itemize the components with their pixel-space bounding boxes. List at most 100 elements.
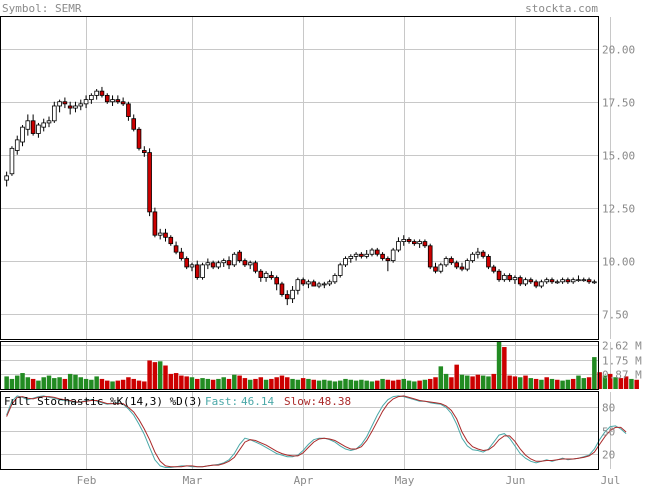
slow-label: Slow: <box>284 395 317 408</box>
price-y-axis: 20.00 17.50 15.00 12.50 10.00 7.50 <box>602 44 635 322</box>
candle-body <box>443 258 449 266</box>
volume-bar <box>269 378 274 389</box>
candle-body <box>126 103 131 117</box>
candle-body <box>269 275 274 278</box>
candle-body <box>496 270 502 281</box>
candle <box>46 116 52 128</box>
candle <box>194 260 200 280</box>
stochastic-panel-frame <box>0 391 599 470</box>
volume-bar <box>163 365 168 389</box>
candle-body <box>253 262 258 272</box>
volume-bar <box>216 378 221 389</box>
slow-value: 48.38 <box>318 395 351 408</box>
volume-bar <box>449 377 454 389</box>
candle <box>374 247 380 257</box>
candle-body <box>422 241 428 247</box>
candle <box>221 258 227 267</box>
volume-bar <box>115 380 121 389</box>
candle <box>110 95 115 106</box>
candle-body <box>502 275 507 281</box>
candle-body <box>242 260 248 266</box>
volume-bar <box>126 377 131 389</box>
candle-body <box>306 281 311 285</box>
volume-bar <box>475 374 481 389</box>
candle-body <box>200 264 205 278</box>
candle <box>232 252 237 267</box>
candle <box>549 277 555 284</box>
candle-body <box>586 279 592 283</box>
candle <box>454 260 459 270</box>
volume-bar <box>57 377 62 389</box>
candle <box>274 275 279 291</box>
candle-body <box>406 239 412 242</box>
candle-body <box>189 264 195 268</box>
candle-body <box>25 120 31 130</box>
candle-body <box>401 239 407 242</box>
candle <box>560 277 565 284</box>
volume-bar <box>120 379 126 389</box>
volume-bar <box>491 373 497 389</box>
candle <box>449 256 454 265</box>
site-label: stockta.com <box>525 2 598 15</box>
volume-bar <box>83 378 89 389</box>
candle-body <box>464 260 470 270</box>
volume-bar <box>89 379 94 389</box>
candle <box>284 290 290 306</box>
candle-body <box>179 251 184 259</box>
candle-body <box>163 232 168 238</box>
volume-bar <box>311 379 316 389</box>
candle-body <box>533 281 539 287</box>
candle <box>253 260 258 274</box>
volume-bar <box>189 377 195 389</box>
candle-body <box>120 101 126 105</box>
candle <box>57 99 62 113</box>
candle <box>422 239 428 248</box>
candle <box>459 262 465 272</box>
volume-bar <box>412 381 417 389</box>
volume-bar <box>555 379 560 389</box>
volume-panel-frame <box>0 341 599 390</box>
price-candles <box>4 86 597 306</box>
volume-bar <box>586 377 592 389</box>
candle <box>592 279 597 284</box>
candle <box>512 275 518 284</box>
candle-body <box>131 118 137 130</box>
volume-bar <box>337 380 343 389</box>
volume-bar <box>406 380 412 389</box>
volume-bar <box>427 378 433 389</box>
volume-bar <box>443 373 449 389</box>
candle-body <box>168 236 174 245</box>
volume-bar <box>375 380 380 389</box>
candle-body <box>258 270 264 278</box>
candle <box>337 262 343 278</box>
candle <box>120 97 126 106</box>
volume-bar <box>332 381 338 389</box>
volume-bar <box>359 379 364 389</box>
volume-bar <box>9 378 15 389</box>
volume-bar <box>205 378 211 389</box>
volume-bar <box>62 378 68 389</box>
volume-bar <box>46 375 52 389</box>
candle-body <box>78 103 84 107</box>
candle <box>115 95 121 104</box>
candle <box>36 122 41 138</box>
candle-body <box>263 272 269 278</box>
candle <box>226 256 232 270</box>
volume-tick-label: 0.87 M <box>602 369 642 382</box>
candle <box>475 247 481 259</box>
candle <box>163 228 168 242</box>
candle <box>385 256 391 272</box>
volume-bar <box>576 375 581 389</box>
candle <box>216 260 221 270</box>
symbol-label: Symbol: SEMR <box>2 2 82 15</box>
volume-bar <box>486 376 491 389</box>
candle-body <box>337 264 343 276</box>
candle-body <box>232 253 237 266</box>
candle-body <box>565 279 571 283</box>
candle <box>502 273 507 282</box>
candle-body <box>51 105 57 122</box>
volume-bar <box>454 364 459 389</box>
candle <box>539 279 544 289</box>
slow-line <box>6 395 627 468</box>
volume-bar <box>110 381 115 389</box>
